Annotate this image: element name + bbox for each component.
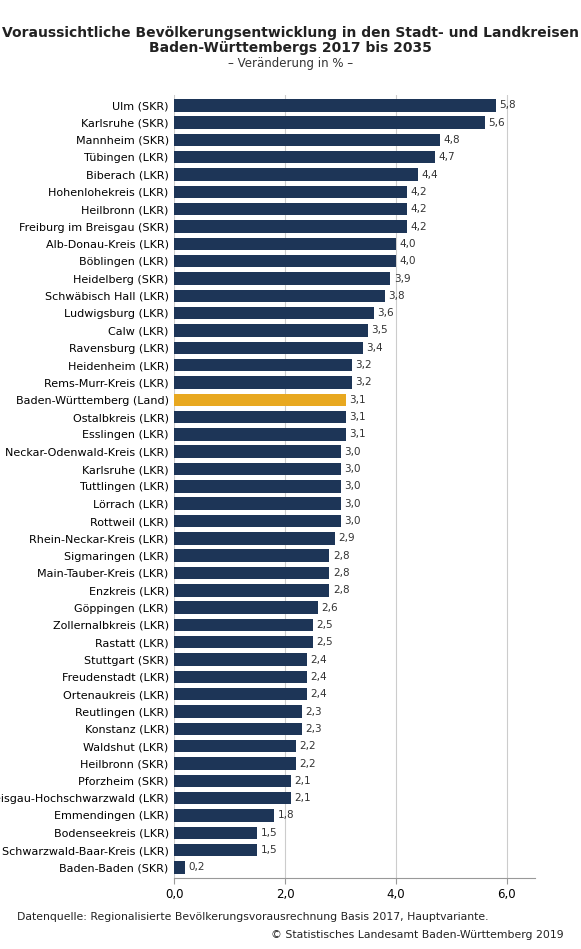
Bar xyxy=(174,861,185,874)
Bar xyxy=(174,255,396,268)
Text: 2,6: 2,6 xyxy=(322,603,338,613)
Bar xyxy=(174,584,329,597)
Text: 3,5: 3,5 xyxy=(372,326,388,335)
Text: 3,1: 3,1 xyxy=(349,412,366,422)
Text: 1,5: 1,5 xyxy=(261,828,277,838)
Bar xyxy=(174,722,302,735)
Text: – Veränderung in % –: – Veränderung in % – xyxy=(228,57,353,70)
Text: 3,1: 3,1 xyxy=(349,429,366,439)
Bar xyxy=(174,602,318,614)
Bar xyxy=(174,480,340,493)
Text: 3,0: 3,0 xyxy=(344,464,360,474)
Bar xyxy=(174,445,340,458)
Text: Baden-Württembergs 2017 bis 2035: Baden-Württembergs 2017 bis 2035 xyxy=(149,41,432,55)
Text: 4,8: 4,8 xyxy=(444,135,460,145)
Text: 2,1: 2,1 xyxy=(294,776,311,786)
Text: 3,6: 3,6 xyxy=(377,308,394,318)
Bar xyxy=(174,532,335,545)
Bar xyxy=(174,619,313,631)
Text: 4,4: 4,4 xyxy=(421,170,438,179)
Bar xyxy=(174,463,340,475)
Text: 0,2: 0,2 xyxy=(189,863,205,872)
Bar xyxy=(174,514,340,528)
Bar xyxy=(174,567,329,579)
Bar xyxy=(174,411,346,423)
Bar xyxy=(174,757,296,770)
Bar xyxy=(174,549,329,562)
Text: 3,0: 3,0 xyxy=(344,516,360,526)
Text: 2,1: 2,1 xyxy=(294,793,311,803)
Text: © Statistisches Landesamt Baden-Württemberg 2019: © Statistisches Landesamt Baden-Württemb… xyxy=(271,929,564,940)
Text: 3,1: 3,1 xyxy=(349,395,366,405)
Bar xyxy=(174,844,257,856)
Text: 4,2: 4,2 xyxy=(410,204,427,214)
Text: 4,7: 4,7 xyxy=(438,152,455,162)
Text: 2,4: 2,4 xyxy=(311,655,327,664)
Bar xyxy=(174,705,302,717)
Text: Datenquelle: Regionalisierte Bevölkerungsvorausrechnung Basis 2017, Hauptvariant: Datenquelle: Regionalisierte Bevölkerung… xyxy=(17,912,489,922)
Text: 3,9: 3,9 xyxy=(394,273,410,284)
Text: 2,3: 2,3 xyxy=(305,724,322,734)
Text: 1,8: 1,8 xyxy=(277,810,294,821)
Text: 3,0: 3,0 xyxy=(344,447,360,456)
Bar xyxy=(174,809,274,822)
Text: 2,4: 2,4 xyxy=(311,689,327,699)
Text: 4,2: 4,2 xyxy=(410,187,427,196)
Bar xyxy=(174,774,290,787)
Bar xyxy=(174,220,407,233)
Bar xyxy=(174,186,407,198)
Bar xyxy=(174,740,296,753)
Bar xyxy=(174,203,407,215)
Text: 3,2: 3,2 xyxy=(355,360,372,370)
Bar xyxy=(174,636,313,648)
Text: 2,3: 2,3 xyxy=(305,707,322,716)
Text: 4,2: 4,2 xyxy=(410,221,427,232)
Bar xyxy=(174,272,390,285)
Bar xyxy=(174,394,346,406)
Bar xyxy=(174,289,385,302)
Bar xyxy=(174,134,440,146)
Text: 2,8: 2,8 xyxy=(333,550,349,561)
Text: 2,5: 2,5 xyxy=(316,620,333,630)
Bar xyxy=(174,237,396,251)
Text: 3,4: 3,4 xyxy=(366,343,383,353)
Bar xyxy=(174,376,352,389)
Text: 3,0: 3,0 xyxy=(344,481,360,492)
Text: 1,5: 1,5 xyxy=(261,846,277,855)
Text: 4,0: 4,0 xyxy=(399,256,416,266)
Bar xyxy=(174,151,435,163)
Text: 3,8: 3,8 xyxy=(388,290,405,301)
Text: 3,2: 3,2 xyxy=(355,378,372,387)
Bar xyxy=(174,671,307,683)
Text: 2,8: 2,8 xyxy=(333,586,349,595)
Text: 5,8: 5,8 xyxy=(499,101,516,110)
Bar xyxy=(174,653,307,666)
Text: 2,4: 2,4 xyxy=(311,672,327,682)
Bar xyxy=(174,359,352,371)
Text: 4,0: 4,0 xyxy=(399,239,416,249)
Bar xyxy=(174,342,363,354)
Text: 2,2: 2,2 xyxy=(300,741,316,752)
Bar xyxy=(174,428,346,440)
Bar xyxy=(174,168,418,181)
Text: 2,2: 2,2 xyxy=(300,758,316,769)
Text: 2,9: 2,9 xyxy=(338,533,355,544)
Text: 2,5: 2,5 xyxy=(316,638,333,647)
Bar xyxy=(174,307,374,320)
Bar xyxy=(174,99,496,112)
Text: 3,0: 3,0 xyxy=(344,498,360,509)
Text: 5,6: 5,6 xyxy=(488,118,504,127)
Text: Voraussichtliche Bevölkerungsentwicklung in den Stadt- und Landkreisen: Voraussichtliche Bevölkerungsentwicklung… xyxy=(2,26,579,40)
Bar xyxy=(174,688,307,700)
Bar xyxy=(174,117,485,129)
Bar xyxy=(174,827,257,839)
Bar xyxy=(174,325,368,337)
Text: 2,8: 2,8 xyxy=(333,568,349,578)
Bar xyxy=(174,497,340,510)
Bar xyxy=(174,791,290,805)
